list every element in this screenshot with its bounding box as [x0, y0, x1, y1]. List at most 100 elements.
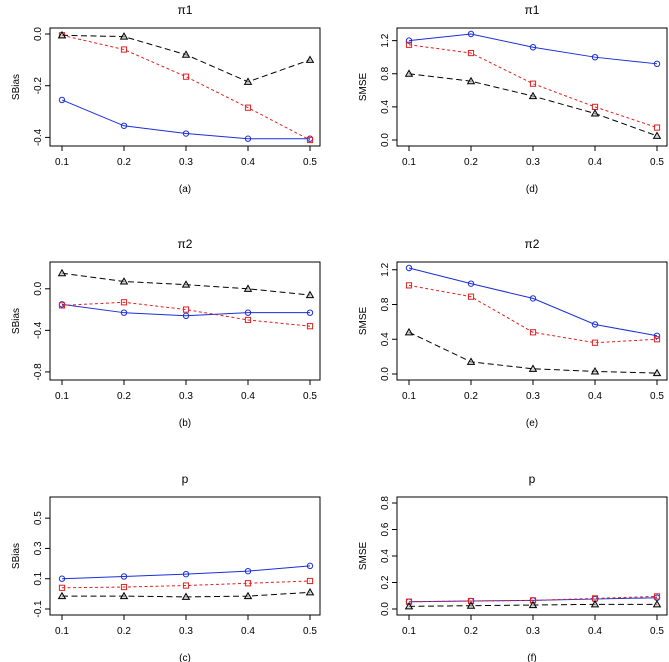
x-tick-label: 0.5 — [303, 391, 317, 402]
y-tick-label: -0.4 — [33, 128, 44, 146]
point-marker-square — [591, 103, 599, 110]
series-line-red-square — [408, 595, 658, 603]
point-marker-circle — [120, 309, 128, 316]
point-marker-circle — [58, 96, 66, 104]
point-marker-square — [405, 41, 413, 48]
x-tick-label: 0.3 — [179, 157, 193, 168]
panel-title: π2 — [178, 237, 193, 251]
point-marker-square — [244, 580, 252, 587]
y-tick-label: 0.5 — [33, 511, 44, 525]
point-marker-circle — [467, 30, 475, 38]
series-line-blue-circle — [408, 33, 658, 65]
series-line-red-square — [61, 580, 311, 589]
x-tick-label: 0.5 — [303, 626, 317, 637]
point-marker-square — [306, 136, 314, 144]
series-line-red-square — [61, 301, 311, 327]
panel-title: π2 — [525, 237, 540, 251]
point-marker-circle — [244, 567, 252, 575]
point-marker-circle — [529, 295, 537, 302]
x-tick-label: 0.4 — [241, 391, 255, 402]
y-tick-label: 0.0 — [33, 281, 44, 295]
x-tick-label: 0.3 — [526, 157, 540, 168]
x-tick-label: 0.1 — [402, 391, 416, 402]
panel-f: p 0.1 0.2 0.3 0.4 0.5 0.0 0.2 0.4 0.6 0.8 SMSE (f) — [358, 472, 668, 662]
point-marker-circle — [405, 264, 413, 272]
point-marker-square — [653, 593, 661, 600]
y-tick-label: -0.2 — [33, 77, 44, 95]
y-tick-label: 0.6 — [380, 522, 391, 536]
y-tick-label: 1.2 — [380, 33, 391, 47]
x-tick-label: 0.3 — [179, 391, 193, 402]
point-marker-square — [467, 293, 475, 300]
x-tick-label: 0.4 — [241, 157, 255, 168]
panel-caption: (d) — [526, 184, 538, 195]
point-marker-circle — [306, 562, 314, 570]
point-marker-square — [405, 282, 413, 289]
point-marker-square — [58, 302, 66, 309]
y-tick-label: 0.1 — [33, 571, 44, 585]
y-tick-label: 0.8 — [380, 66, 391, 80]
point-marker-triangle — [404, 327, 414, 336]
panel-caption: (a) — [179, 184, 191, 195]
point-marker-square — [529, 329, 537, 336]
y-tick-label: 0.0 — [380, 133, 391, 147]
point-marker-triangle — [119, 32, 129, 40]
panel-d: π1 0.1 0.2 0.3 0.4 0.5 0.0 0.4 0.8 1.2 SMSE (d) — [358, 3, 668, 195]
y-tick-label: -0.4 — [33, 321, 44, 339]
point-marker-circle — [244, 309, 252, 316]
panel-a: π1 0.1 0.2 0.3 0.4 0.5 -0.4 -0.2 0.0 SBias (a) — [11, 3, 321, 195]
series-line-blue-circle — [408, 267, 658, 337]
point-marker-triangle — [305, 55, 315, 63]
point-marker-square — [467, 49, 475, 57]
panel-caption: (b) — [179, 418, 191, 429]
y-tick-label: 0.0 — [33, 27, 44, 41]
y-tick-label: 0.4 — [380, 332, 391, 346]
point-marker-triangle — [466, 76, 476, 85]
point-marker-triangle — [404, 601, 414, 610]
point-marker-square — [306, 577, 314, 585]
point-marker-triangle — [528, 91, 538, 100]
point-marker-triangle — [57, 591, 67, 600]
plot-frame — [396, 261, 668, 381]
point-marker-square — [120, 46, 128, 53]
panel-e: π2 0.1 0.2 0.3 0.4 0.5 0.0 0.4 0.8 1.2 SMSE (e) — [358, 237, 668, 429]
point-marker-circle — [120, 573, 128, 580]
point-marker-circle — [529, 44, 537, 51]
point-marker-square — [58, 584, 66, 591]
point-marker-square — [120, 299, 128, 306]
x-tick-label: 0.2 — [117, 391, 131, 402]
panel-c: p 0.1 0.2 0.3 0.4 0.5 -0.1 0.1 0.3 0.5 SBias (c) — [11, 472, 321, 662]
series-line-blue-circle — [61, 99, 310, 140]
point-marker-circle — [182, 312, 190, 320]
series-line-black-triangle — [408, 331, 658, 374]
point-marker-triangle — [652, 599, 662, 608]
point-marker-triangle — [305, 290, 315, 299]
point-marker-square — [591, 339, 599, 346]
point-marker-triangle — [57, 268, 67, 277]
y-tick-label: 1.2 — [380, 262, 391, 276]
x-tick-label: 0.4 — [241, 626, 255, 637]
point-marker-triangle — [590, 599, 600, 608]
plot-frame — [396, 27, 668, 147]
panel-title: π1 — [525, 3, 540, 17]
point-marker-square — [120, 583, 128, 591]
panel-title: p — [182, 472, 189, 486]
y-axis-label: SMSE — [358, 307, 369, 336]
point-marker-triangle — [243, 591, 253, 600]
point-marker-triangle — [528, 364, 538, 372]
y-tick-label: 0.8 — [380, 496, 391, 510]
x-tick-label: 0.1 — [402, 157, 416, 168]
plot-frame — [49, 27, 321, 147]
x-tick-label: 0.3 — [526, 626, 540, 637]
panel-title: π1 — [178, 3, 193, 17]
y-axis-label: SBias — [11, 74, 22, 100]
y-tick-label: 0.3 — [33, 541, 44, 555]
point-marker-square — [244, 104, 252, 111]
x-tick-label: 0.4 — [588, 626, 602, 637]
point-marker-circle — [405, 37, 413, 44]
point-marker-triangle — [119, 591, 129, 600]
point-marker-square — [182, 306, 190, 313]
point-marker-square — [182, 582, 190, 589]
point-marker-triangle — [590, 366, 600, 375]
